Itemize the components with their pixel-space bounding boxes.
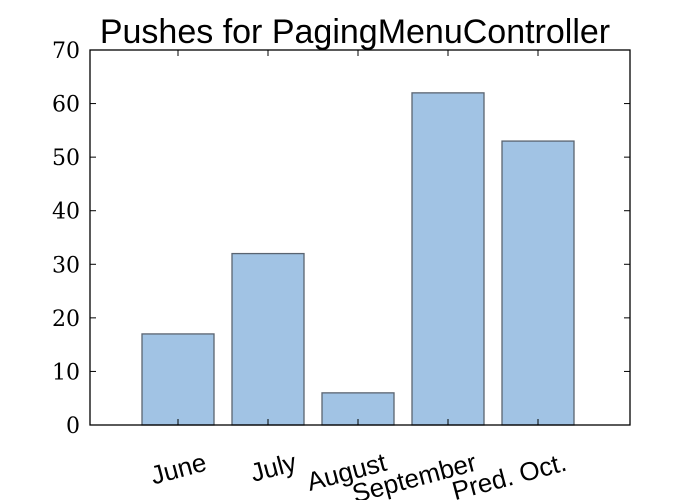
y-tick-label: 30 (52, 253, 80, 278)
bar-september (411, 92, 485, 426)
y-tick-label: 60 (52, 93, 80, 118)
x-tick-label: June (147, 447, 209, 491)
chart-title: Pushes for PagingMenuController (100, 13, 610, 51)
plot-frame (89, 49, 631, 426)
y-tick-label: 0 (66, 414, 80, 439)
y-tick-label: 70 (52, 39, 80, 64)
bar-july (231, 252, 305, 426)
y-tick-label: 10 (52, 360, 80, 385)
y-tick-label: 50 (52, 146, 80, 171)
y-tick-label: 40 (52, 200, 80, 225)
y-axis-ticks: 0 10 20 30 40 50 60 70 (52, 39, 630, 439)
bars-group (141, 92, 575, 426)
bar-june (141, 333, 215, 426)
bar-pred-oct (501, 140, 575, 426)
y-tick-label: 20 (52, 307, 80, 332)
x-tick-label: July (247, 447, 299, 488)
